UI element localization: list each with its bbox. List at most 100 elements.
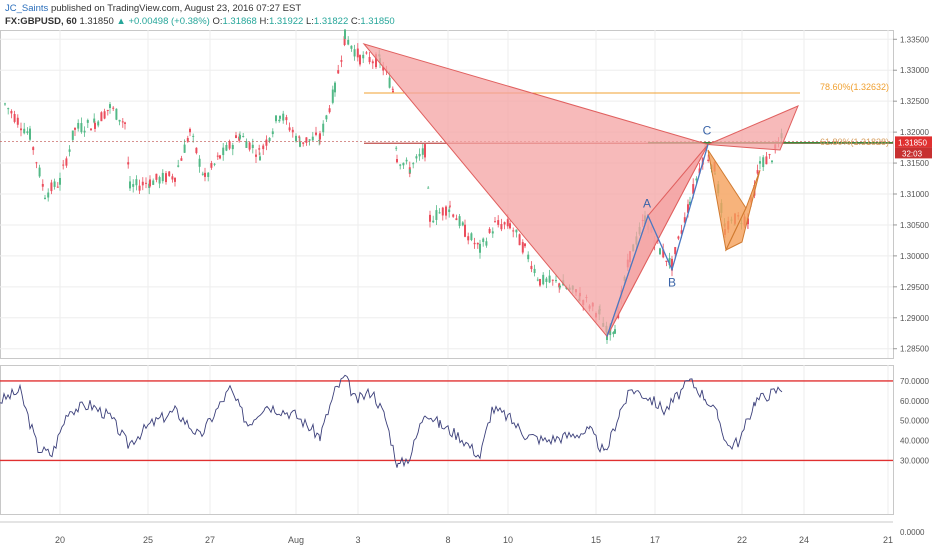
candle-body: [213, 163, 216, 165]
rsi-tick-label: 40.0000: [900, 437, 929, 446]
candle-body: [285, 117, 288, 121]
candle-body: [183, 144, 186, 153]
x-tick-label: 3: [355, 535, 360, 545]
point-b-label: B: [668, 276, 676, 290]
candle-body: [180, 158, 183, 161]
candle-body: [662, 249, 665, 258]
author-link[interactable]: JC_Saints: [5, 3, 49, 14]
candle-body: [612, 332, 615, 335]
chart-header: JC_Saints published on TradingView.com, …: [0, 0, 932, 30]
candle-body: [35, 162, 38, 164]
candle-body: [747, 218, 749, 225]
candle-body: [527, 254, 530, 260]
candle-body: [278, 120, 281, 122]
candle-body: [198, 158, 201, 167]
candle-body: [168, 171, 171, 176]
current-price-badge: [895, 136, 932, 148]
rsi-tick-label: 0.0000: [900, 528, 925, 537]
candle-body: [259, 156, 261, 161]
candle-body: [152, 180, 155, 185]
candle-body: [32, 147, 35, 151]
rsi-tick-label: 50.0000: [900, 417, 929, 426]
open-label: O:: [212, 16, 223, 27]
candle-body: [192, 135, 195, 137]
candle-body: [50, 182, 53, 192]
candle-body: [756, 170, 759, 174]
candle-body: [204, 172, 206, 177]
candle-body: [668, 257, 671, 266]
candle-body: [216, 155, 219, 157]
last-price: 1.31850: [79, 16, 114, 27]
candle-body: [515, 229, 518, 233]
candle-body: [308, 139, 311, 141]
candle-body: [762, 157, 765, 168]
candle-body: [127, 162, 130, 165]
candle-body: [432, 220, 435, 223]
candle-body: [71, 130, 74, 140]
symbol-label: FX:GBPUSD, 60: [5, 16, 77, 27]
x-tick-label: 15: [591, 535, 601, 545]
candle-body: [415, 156, 418, 159]
price-tick-label: 1.33000: [900, 66, 929, 75]
candle-body: [311, 136, 314, 141]
candle-body: [174, 177, 176, 182]
candle-body: [518, 234, 521, 246]
price-tick-label: 1.29500: [900, 283, 929, 292]
candle-body: [118, 119, 121, 122]
candle-body: [44, 197, 46, 199]
candle-body: [41, 183, 44, 187]
candle-body: [222, 147, 225, 156]
rsi-line: [0, 374, 783, 468]
high-value: 1.31922: [268, 16, 304, 27]
candle-body: [138, 185, 141, 191]
candle-body: [115, 108, 118, 120]
candle-body: [424, 144, 426, 158]
x-tick-label: 10: [503, 535, 513, 545]
candle-body: [533, 268, 536, 274]
candle-body: [494, 221, 496, 223]
candle-body: [83, 130, 86, 133]
candle-body: [551, 279, 554, 281]
candle-body: [298, 136, 301, 138]
rsi-pane: [0, 365, 894, 515]
candle-body: [455, 218, 458, 221]
candle-body: [68, 149, 71, 152]
candle-body: [90, 128, 92, 131]
point-c-label: C: [703, 123, 712, 137]
candle-body: [16, 117, 19, 125]
x-tick-label: 27: [205, 535, 215, 545]
low-value: 1.31822: [313, 16, 349, 27]
candle-body: [248, 142, 251, 150]
rsi-tick-label: 30.0000: [900, 456, 929, 465]
candle-body: [207, 172, 210, 177]
fib-786-label: 78.60%(1.32632): [820, 82, 889, 92]
candle-body: [10, 110, 13, 114]
x-tick-label: 20: [55, 535, 65, 545]
candle-body: [255, 154, 257, 157]
candle-body: [97, 121, 100, 126]
candle-body: [343, 36, 346, 45]
candle-body: [382, 66, 385, 71]
countdown-text: 32:03: [902, 149, 923, 158]
close-label: C:: [350, 16, 361, 27]
candle-body: [402, 162, 405, 166]
candle-body: [421, 148, 424, 155]
candle-body: [692, 184, 695, 194]
candle-body: [325, 115, 328, 120]
candle-body: [362, 54, 365, 59]
candle-body: [771, 160, 773, 163]
close-value: 1.31850: [360, 16, 395, 27]
candle-body: [279, 115, 281, 119]
candle-body: [106, 109, 109, 111]
candle-body: [695, 178, 698, 181]
candle-body: [614, 329, 616, 334]
candle-body: [189, 128, 191, 133]
candle-body: [319, 133, 321, 140]
candle-body: [539, 279, 541, 286]
candle-body: [331, 89, 334, 103]
candle-body: [476, 242, 479, 245]
candle-body: [141, 181, 144, 186]
candle-body: [418, 153, 421, 157]
price-tick-label: 1.30500: [900, 221, 929, 230]
